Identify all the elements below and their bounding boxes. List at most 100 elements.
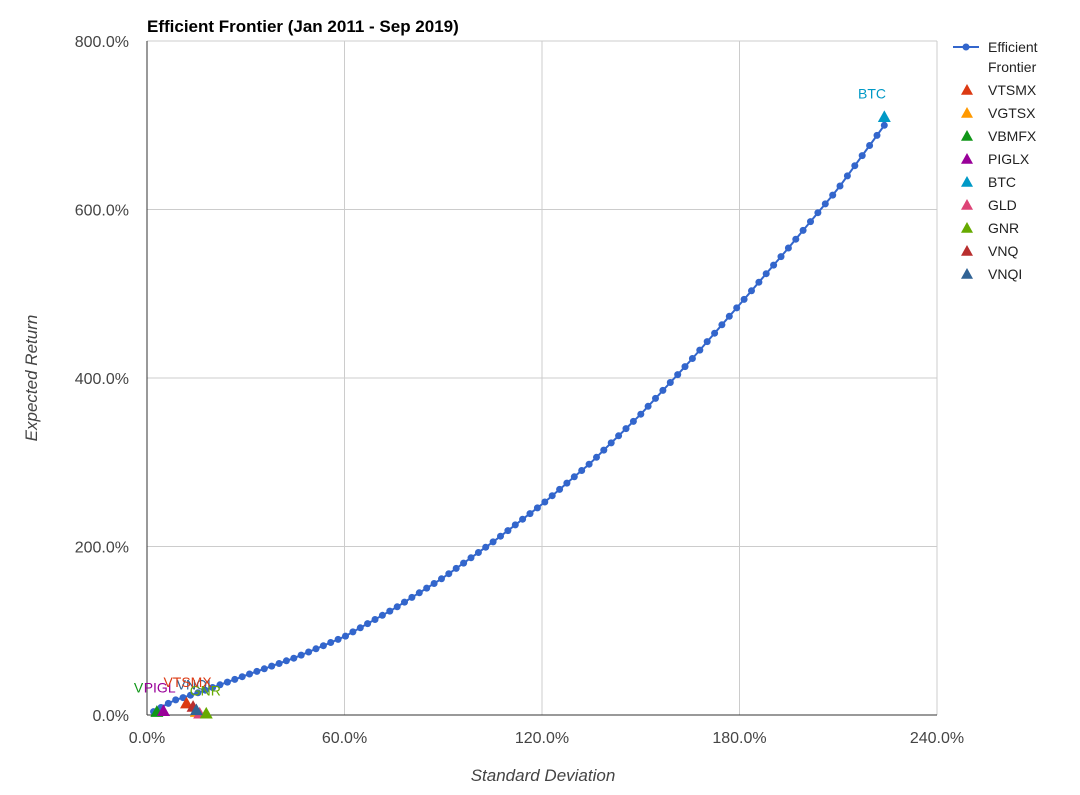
frontier-point[interactable] xyxy=(290,654,298,662)
frontier-point[interactable] xyxy=(858,152,866,160)
frontier-point[interactable] xyxy=(836,182,844,190)
frontier-point[interactable] xyxy=(659,386,667,394)
frontier-point[interactable] xyxy=(201,686,209,694)
legend-frontier-label[interactable]: Frontier xyxy=(988,59,1037,75)
legend-label-gld[interactable]: GLD xyxy=(988,197,1017,213)
frontier-point[interactable] xyxy=(814,209,822,217)
frontier-point[interactable] xyxy=(585,460,593,468)
frontier-point[interactable] xyxy=(556,485,564,493)
frontier-point[interactable] xyxy=(777,253,785,261)
frontier-point[interactable] xyxy=(578,467,586,474)
frontier-point[interactable] xyxy=(511,521,519,529)
frontier-point[interactable] xyxy=(873,131,881,139)
frontier-point[interactable] xyxy=(334,635,342,643)
frontier-point[interactable] xyxy=(460,559,468,567)
frontier-point[interactable] xyxy=(364,620,372,628)
frontier-point[interactable] xyxy=(415,589,423,597)
frontier-point[interactable] xyxy=(474,549,482,556)
legend[interactable]: Efficient Frontier VTSMX VGTSX VBMFX PIGLX BTC… xyxy=(953,39,1038,282)
frontier-point[interactable] xyxy=(430,580,438,587)
frontier-point[interactable] xyxy=(223,678,231,686)
frontier-point[interactable] xyxy=(489,538,497,546)
frontier-point[interactable] xyxy=(393,603,401,611)
frontier-point[interactable] xyxy=(866,142,874,149)
frontier-point[interactable] xyxy=(718,321,726,329)
frontier-point[interactable] xyxy=(703,338,711,346)
asset-marker-vnqi[interactable] xyxy=(189,703,203,716)
frontier-point[interactable] xyxy=(674,371,682,379)
frontier-point[interactable] xyxy=(688,355,696,362)
legend-label-btc[interactable]: BTC xyxy=(988,174,1016,190)
frontier-point[interactable] xyxy=(652,394,659,402)
frontier-point[interactable] xyxy=(799,226,807,234)
frontier-point[interactable] xyxy=(260,665,268,673)
frontier-point[interactable] xyxy=(784,244,792,252)
frontier-point[interactable] xyxy=(253,667,261,675)
frontier-point[interactable] xyxy=(312,645,320,653)
frontier-point[interactable] xyxy=(423,584,431,592)
frontier-point[interactable] xyxy=(438,575,445,583)
asset-marker-piglx[interactable] xyxy=(156,704,170,716)
frontier-point[interactable] xyxy=(238,673,246,681)
frontier-point[interactable] xyxy=(231,675,239,683)
legend-frontier-label[interactable]: Efficient xyxy=(988,39,1038,55)
frontier-point[interactable] xyxy=(821,200,829,208)
frontier-point[interactable] xyxy=(622,425,630,433)
frontier-point[interactable] xyxy=(172,696,180,704)
frontier-point[interactable] xyxy=(526,510,534,518)
frontier-point[interactable] xyxy=(615,432,623,440)
frontier-point[interactable] xyxy=(681,363,689,371)
frontier-point[interactable] xyxy=(216,681,224,689)
frontier-point[interactable] xyxy=(356,624,364,632)
frontier-point[interactable] xyxy=(452,564,460,572)
frontier-point[interactable] xyxy=(327,639,335,646)
frontier-point[interactable] xyxy=(607,439,615,447)
legend-label-vtsmx[interactable]: VTSMX xyxy=(988,82,1037,98)
frontier-point[interactable] xyxy=(748,287,755,295)
frontier-point[interactable] xyxy=(533,504,541,512)
frontier-point[interactable] xyxy=(644,402,652,410)
frontier-point[interactable] xyxy=(880,121,888,129)
frontier-point[interactable] xyxy=(637,410,645,418)
frontier-point[interactable] xyxy=(762,270,770,278)
frontier-point[interactable] xyxy=(696,346,704,354)
frontier-point[interactable] xyxy=(386,607,394,615)
frontier-point[interactable] xyxy=(482,543,490,551)
frontier-point[interactable] xyxy=(445,570,453,578)
frontier-point[interactable] xyxy=(164,699,172,707)
frontier-point[interactable] xyxy=(401,598,408,606)
frontier-point[interactable] xyxy=(342,632,349,640)
frontier-point[interactable] xyxy=(371,616,379,623)
frontier-point[interactable] xyxy=(209,684,217,691)
frontier-point[interactable] xyxy=(666,379,674,386)
frontier-point[interactable] xyxy=(268,662,276,670)
asset-marker-gnr[interactable] xyxy=(199,706,213,719)
frontier-point[interactable] xyxy=(770,261,778,269)
frontier-point[interactable] xyxy=(305,648,313,656)
frontier-point[interactable] xyxy=(570,473,578,481)
legend-label-piglx[interactable]: PIGLX xyxy=(988,151,1030,167)
frontier-point[interactable] xyxy=(725,312,733,320)
frontier-point[interactable] xyxy=(349,628,357,636)
frontier-point[interactable] xyxy=(755,278,763,286)
frontier-point[interactable] xyxy=(600,446,608,454)
frontier-point[interactable] xyxy=(711,329,719,337)
frontier-point[interactable] xyxy=(851,162,859,170)
frontier-point[interactable] xyxy=(807,218,814,226)
frontier-point[interactable] xyxy=(187,691,194,699)
frontier-point[interactable] xyxy=(194,689,202,697)
frontier-point[interactable] xyxy=(504,527,512,535)
frontier-point[interactable] xyxy=(467,554,475,562)
legend-label-gnr[interactable]: GNR xyxy=(988,220,1019,236)
frontier-point[interactable] xyxy=(541,498,549,506)
frontier-point[interactable] xyxy=(740,295,748,303)
frontier-point[interactable] xyxy=(733,304,741,312)
frontier-point[interactable] xyxy=(497,532,504,540)
frontier-point[interactable] xyxy=(275,660,283,667)
frontier-point[interactable] xyxy=(629,417,637,425)
asset-marker-btc[interactable] xyxy=(877,110,891,123)
frontier-point[interactable] xyxy=(378,611,386,619)
frontier-point[interactable] xyxy=(593,453,600,461)
frontier-point[interactable] xyxy=(519,515,527,523)
asset-marker-vtsmx[interactable] xyxy=(180,696,193,709)
